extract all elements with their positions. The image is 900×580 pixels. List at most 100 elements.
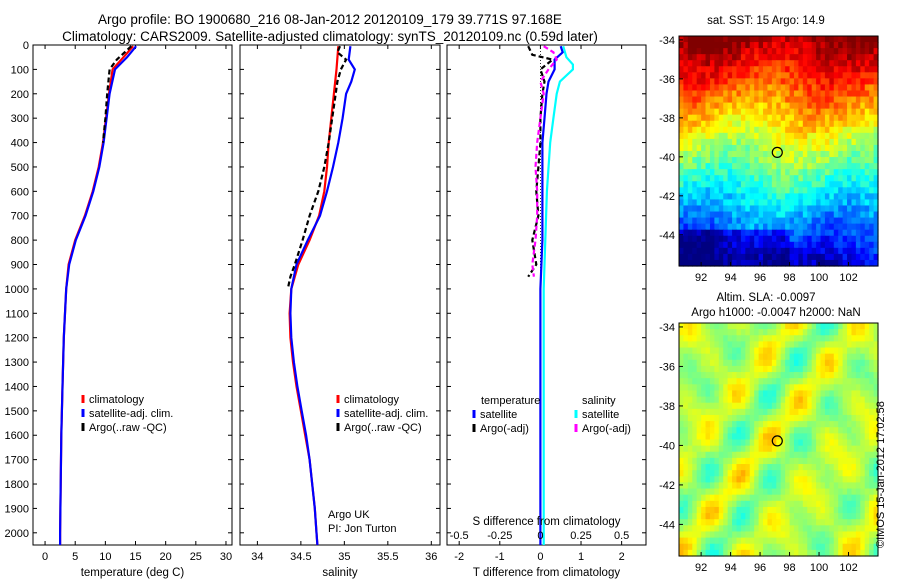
sst_map-cell — [727, 114, 733, 122]
sst_map-cell — [732, 235, 738, 243]
sla_map-cell — [842, 323, 848, 330]
sst_map-cell — [793, 132, 799, 140]
sst_map-cell — [776, 126, 782, 134]
sla_map-cell — [785, 494, 791, 502]
sst_map-cell — [860, 42, 866, 49]
sla_map-cell — [745, 359, 751, 367]
sst_map-cell — [714, 132, 720, 140]
sla_map-cell — [873, 402, 879, 410]
sla_map-cell — [745, 464, 751, 471]
sla_map-cell — [829, 457, 835, 465]
sst_map-cell — [851, 163, 857, 170]
sst_map-cell — [807, 114, 813, 122]
sla_map-cell — [709, 525, 715, 533]
sst_map-cell — [749, 132, 755, 140]
sst_map-cell — [807, 60, 813, 67]
sst_map-cell — [727, 60, 733, 67]
sla_map-cell — [829, 439, 835, 447]
sla_map-cell — [727, 396, 733, 404]
sla_map-cell — [824, 341, 830, 349]
sst_map-cell — [820, 60, 826, 67]
sla_map-cell — [718, 347, 724, 355]
sst_map-cell — [807, 36, 813, 43]
sst_map-cell — [780, 205, 786, 213]
sst_map-cell — [767, 157, 773, 164]
sst_map-cell — [785, 84, 791, 92]
sst_map-cell — [687, 175, 693, 182]
sla_map-cell — [732, 378, 738, 385]
sla_map-cell — [736, 519, 742, 526]
sla_map-cell — [736, 427, 742, 434]
sst_map-cell — [811, 126, 817, 134]
sst_map-cell — [718, 193, 724, 201]
sst_map-cell — [811, 253, 817, 261]
sst_map-cell — [873, 102, 879, 110]
sst_map-cell — [705, 157, 711, 164]
sst_map-cell — [807, 102, 813, 110]
sla_map-cell — [776, 384, 782, 392]
sla_map-cell — [789, 347, 795, 355]
sla_map-cell — [869, 427, 875, 434]
sst_map-cell — [696, 211, 702, 219]
sst_map-cell — [820, 253, 826, 261]
sla_map-cell — [723, 500, 729, 508]
sla_map-cell — [767, 476, 773, 484]
sst_map-cell — [732, 90, 738, 98]
sst_map-cell — [833, 175, 839, 182]
sst_map-cell — [732, 151, 738, 158]
sla_map-cell — [807, 329, 813, 336]
sst_map-cell — [723, 253, 729, 261]
sla_map-cell — [785, 549, 791, 557]
sla_map-cell — [776, 341, 782, 349]
sla_map-cell — [692, 408, 698, 416]
sst_map-cell — [802, 247, 808, 255]
sst_map-cell — [705, 169, 711, 176]
sla_map-cell — [816, 525, 822, 533]
sla_map-cell — [811, 445, 817, 453]
sst_map-cell — [767, 36, 773, 43]
sla_map-cell — [793, 433, 799, 441]
sla_map-cell — [767, 341, 773, 349]
sla_map-cell — [767, 365, 773, 373]
sst_map-cell — [811, 241, 817, 249]
sla_map-cell — [780, 433, 786, 441]
sla_map-cell — [847, 451, 853, 459]
sst_map-cell — [705, 90, 711, 98]
sla_map-cell — [829, 537, 835, 545]
sla_map-cell — [679, 500, 685, 508]
sla_map-cell — [705, 445, 711, 453]
sst_map-cell — [758, 175, 764, 182]
sla_map-cell — [855, 378, 861, 385]
sla_map-cell — [696, 439, 702, 447]
sla_map-cell — [798, 506, 804, 514]
sst_map-cell — [758, 211, 764, 219]
sst_map-cell — [833, 253, 839, 261]
sst_map-cell — [820, 42, 826, 49]
sla_map-cell — [758, 439, 764, 447]
sst_map-cell — [869, 253, 875, 261]
sla_map-cell — [771, 506, 777, 514]
sla_map-cell — [785, 531, 791, 539]
sst_map-cell — [679, 157, 685, 164]
sst_map-cell — [732, 108, 738, 116]
sst_map-cell — [687, 102, 693, 110]
sla_map-cell — [860, 500, 866, 508]
sla_map-cell — [745, 494, 751, 502]
sst_map-cell — [705, 114, 711, 122]
sst_map-cell — [869, 114, 875, 122]
sst_map-cell — [749, 229, 755, 237]
sla_map-cell — [736, 359, 742, 367]
sst_map-cell — [811, 102, 817, 110]
sla_map-cell — [745, 439, 751, 447]
sst_map-cell — [696, 259, 702, 267]
sst_map-cell — [829, 96, 835, 104]
sst_map-cell — [701, 66, 707, 73]
sst_map-cell — [816, 54, 822, 61]
sla_map-cell — [820, 421, 826, 428]
sla_map-cell — [692, 396, 698, 404]
sla_map-cell — [732, 396, 738, 404]
sla_map-cell — [873, 445, 879, 453]
sst_map-cell — [851, 144, 857, 152]
sst_map-cell — [727, 66, 733, 73]
sst_map-cell — [855, 114, 861, 122]
